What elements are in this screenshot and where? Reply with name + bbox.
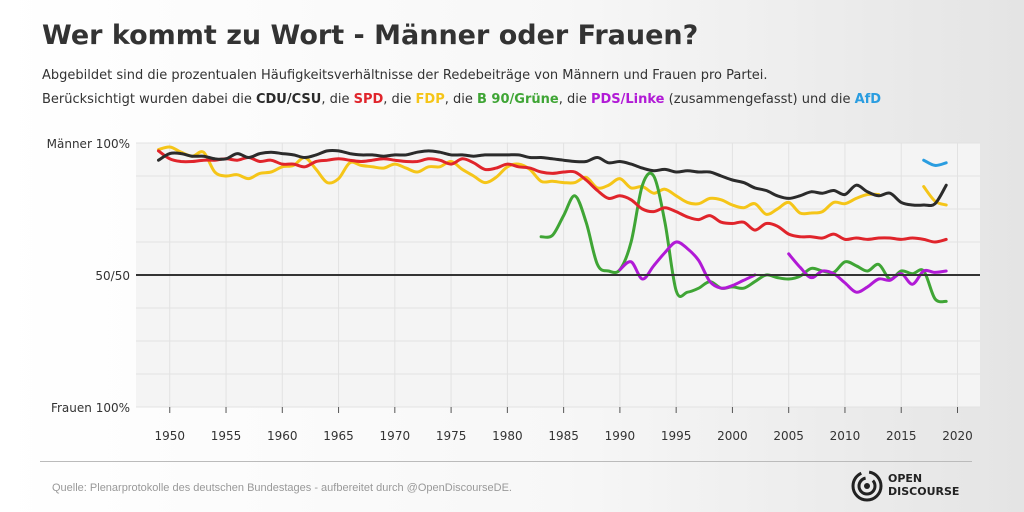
y-tick-label: Frauen 100%	[51, 401, 130, 415]
subtitle-sep-last: und die	[797, 92, 855, 107]
footer-divider	[40, 461, 972, 462]
party-label-cdu: CDU/CSU	[255, 92, 322, 107]
series-line-fdp	[157, 145, 881, 216]
open-discourse-logo: OPEN DISCOURSE	[850, 465, 990, 505]
subtitle-sep: , die	[383, 92, 416, 107]
logo-line-2: DISCOURSE	[888, 485, 960, 498]
x-tick-label: 1995	[661, 429, 692, 443]
x-tick-label: 1980	[492, 429, 523, 443]
party-label-afd: AfD	[854, 92, 882, 107]
logo-text: OPEN DISCOURSE	[888, 472, 959, 498]
series-line-spd	[157, 149, 948, 244]
subtitle-line-1: Abgebildet sind die prozentualen Häufigk…	[42, 68, 768, 83]
source-note: Quelle: Plenarprotokolle des deutschen B…	[52, 482, 512, 494]
subtitle-prefix: Berücksichtigt wurden dabei die	[42, 92, 256, 107]
subtitle-sep: , die	[558, 92, 591, 107]
chart-subtitle: Abgebildet sind die prozentualen Häufigk…	[42, 64, 881, 112]
subtitle-line-2: Berücksichtigt wurden dabei die CDU/CSU,…	[42, 88, 881, 112]
subtitle-linke-note: (zusammengefasst)	[664, 92, 798, 107]
x-tick-label: 1975	[436, 429, 467, 443]
y-tick-label: Männer 100%	[47, 137, 130, 151]
x-tick-label: 1950	[154, 429, 185, 443]
chart-title: Wer kommt zu Wort - Männer oder Frauen?	[42, 20, 699, 51]
x-tick-label: 1970	[380, 429, 411, 443]
x-tick-label: 2015	[886, 429, 917, 443]
subtitle-sep: , die	[321, 92, 354, 107]
series-line-cdu-csu	[157, 149, 948, 208]
x-tick-label: 2010	[830, 429, 861, 443]
x-tick-label: 1955	[211, 429, 242, 443]
x-tick-label: 1960	[267, 429, 298, 443]
y-tick-label: 50/50	[95, 269, 130, 283]
x-tick-label: 1965	[323, 429, 354, 443]
x-tick-label: 1985	[548, 429, 579, 443]
series-line-fdp	[922, 185, 948, 207]
party-label-fdp: FDP	[415, 92, 445, 107]
party-label-spd: SPD	[353, 92, 384, 107]
logo-icon	[851, 470, 883, 502]
logo-line-1: OPEN	[888, 472, 923, 485]
party-label-gruene: B 90/Grüne	[477, 92, 559, 107]
series-line-b-90-gr-ne	[539, 171, 948, 304]
x-tick-label: 2000	[717, 429, 748, 443]
subtitle-sep: , die	[444, 92, 477, 107]
series-line-afd	[922, 158, 948, 167]
party-label-linke: PDS/Linke	[590, 92, 665, 107]
x-tick-label: 2005	[773, 429, 804, 443]
x-tick-label: 1990	[605, 429, 636, 443]
series-line-pds-linke	[618, 240, 757, 290]
x-tick-label: 2020	[942, 429, 973, 443]
